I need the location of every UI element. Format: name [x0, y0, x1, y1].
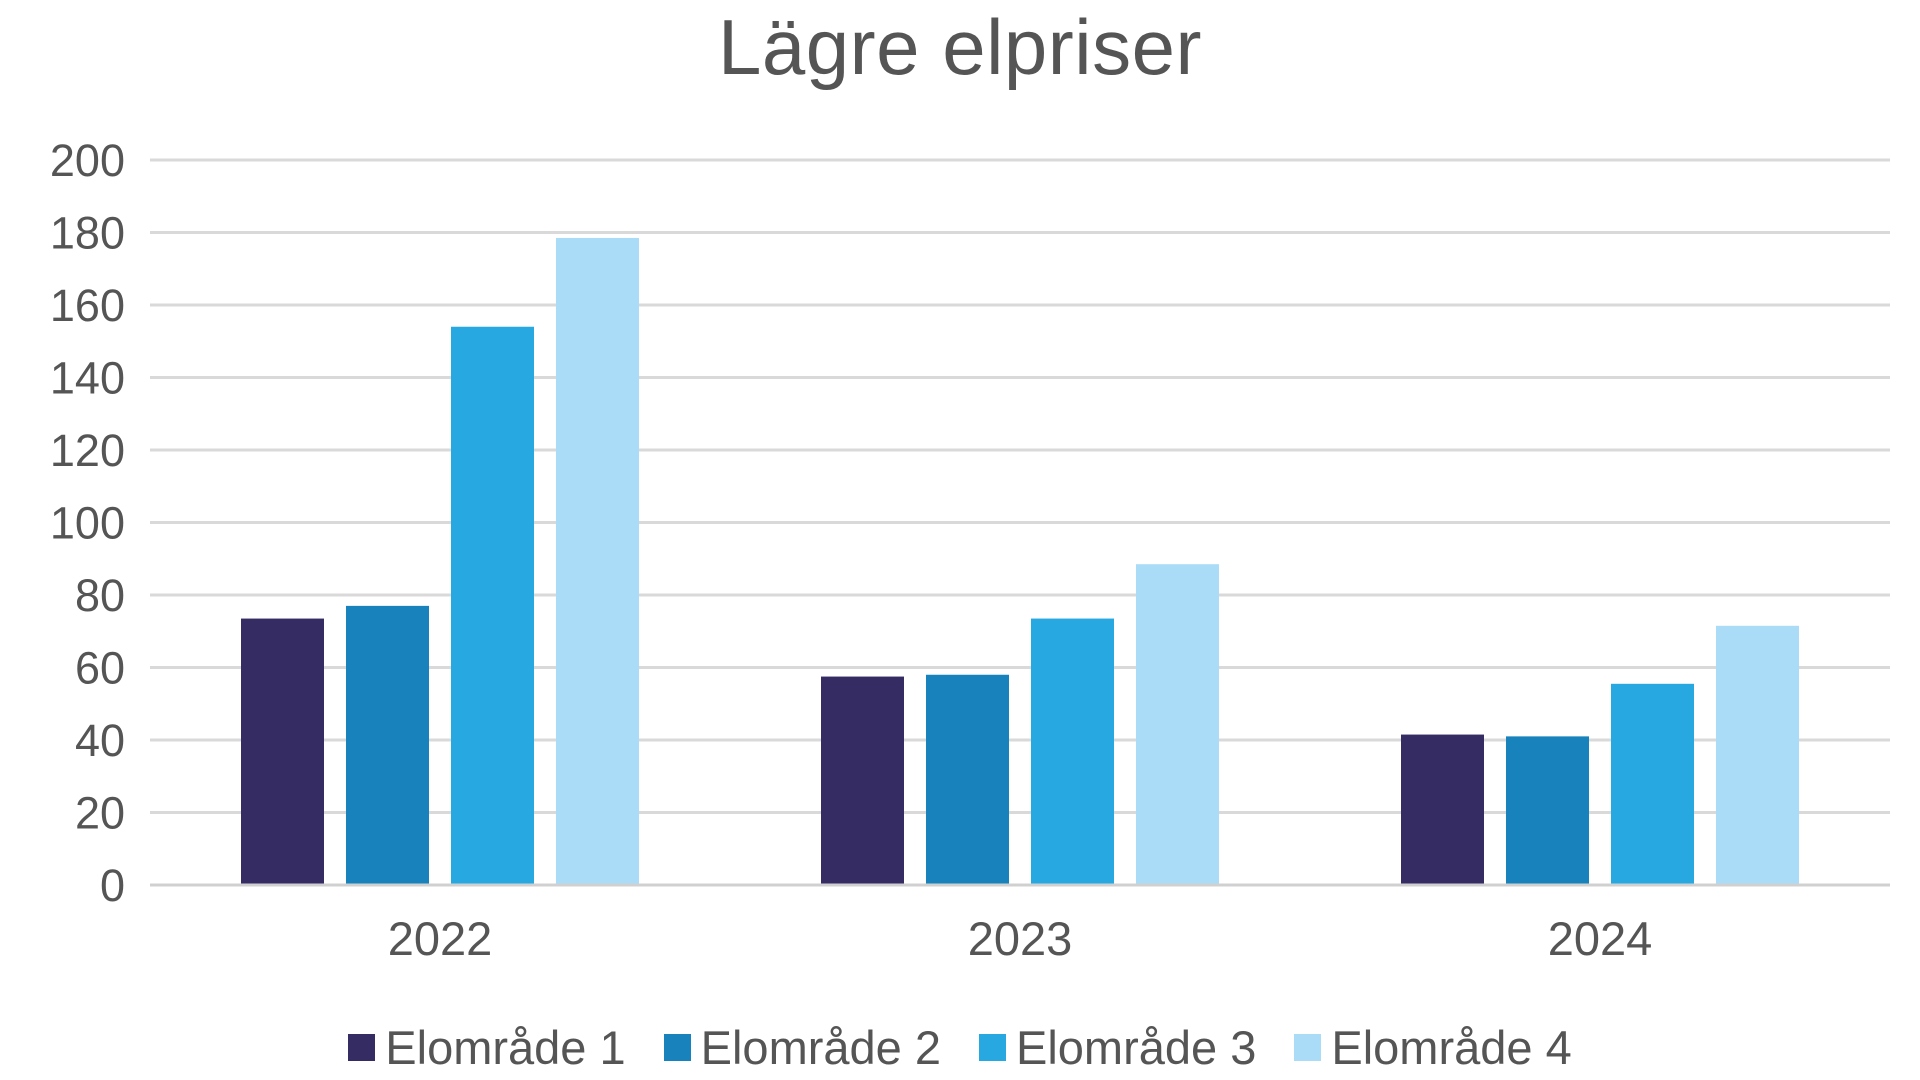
- legend-item: Elområde 2: [663, 1020, 941, 1075]
- bar: [556, 237, 639, 885]
- legend-item: Elområde 1: [348, 1020, 626, 1075]
- bar: [1506, 736, 1589, 885]
- bar: [1031, 618, 1114, 885]
- y-tick-label: 100: [50, 498, 125, 549]
- x-tick-label: 2024: [1548, 912, 1653, 965]
- plot-area: 0 20 40 60 80 100 120 140 160 180 200 2022 2023 2024: [50, 135, 1890, 965]
- x-tick-label: 2023: [968, 912, 1073, 965]
- legend-label: Elområde 3: [1016, 1021, 1257, 1074]
- bar: [1611, 683, 1694, 885]
- legend-item: Elområde 3: [979, 1020, 1256, 1075]
- legend-label: Elområde 1: [385, 1021, 626, 1074]
- bar: [926, 674, 1009, 885]
- legend-swatch: [348, 1034, 376, 1061]
- y-tick-label: 140: [50, 353, 125, 404]
- y-tick-label: 80: [75, 570, 125, 621]
- y-tick-label: 20: [75, 788, 125, 839]
- legend-swatch: [663, 1034, 691, 1061]
- legend-label: Elområde 2: [700, 1021, 941, 1074]
- y-tick-label: 200: [50, 135, 125, 186]
- legend-swatch: [979, 1034, 1006, 1061]
- bar: [241, 618, 324, 885]
- y-tick-label: 160: [50, 280, 125, 331]
- chart-title: Lägre elpriser: [718, 3, 1202, 91]
- y-tick-label: 120: [50, 425, 125, 476]
- legend: Elområde 1 Elområde 2 Elområde 3 Elområde 4: [0, 1020, 1920, 1075]
- legend-swatch: [1294, 1034, 1322, 1061]
- y-tick-label: 60: [75, 643, 125, 694]
- y-tick-label: 40: [75, 715, 125, 766]
- bar: [1716, 625, 1799, 885]
- bar: [821, 676, 904, 885]
- legend-label: Elområde 4: [1331, 1021, 1572, 1074]
- x-tick-label: 2022: [388, 912, 493, 965]
- legend-item: Elområde 4: [1294, 1020, 1572, 1075]
- y-tick-label: 0: [100, 860, 125, 911]
- bar: [451, 326, 534, 885]
- bar: [1136, 564, 1219, 885]
- y-tick-label: 180: [50, 208, 125, 259]
- bar: [1401, 734, 1484, 885]
- bar: [346, 605, 429, 885]
